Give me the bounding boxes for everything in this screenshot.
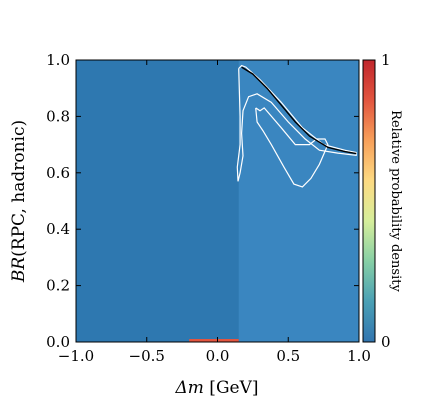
probability-region xyxy=(189,60,359,342)
x-axis-title: Δm [GeV] xyxy=(175,378,259,398)
hot-spot xyxy=(189,339,239,342)
x-tick-label: 0.0 xyxy=(206,347,230,365)
colorbar-max-label: 1 xyxy=(381,51,391,69)
y-tick-label: 0.2 xyxy=(46,277,70,295)
x-axis-ticks: −1.0 −0.5 0.0 0.5 1.0 xyxy=(58,60,371,365)
colorbar: 1 0 Relative probability density xyxy=(362,51,403,351)
colorbar-gradient xyxy=(362,59,376,343)
x-tick-label: 1.0 xyxy=(347,347,371,365)
contours xyxy=(236,64,357,188)
y-axis-ticks: 0.0 0.2 0.4 0.6 0.8 1.0 xyxy=(46,51,359,351)
region-fill xyxy=(238,60,359,342)
x-tick-label: −1.0 xyxy=(58,347,94,365)
x-axis-title-math: Δm xyxy=(175,378,204,398)
y-tick-label: 0.0 xyxy=(46,333,70,351)
x-tick-label: 0.5 xyxy=(276,347,300,365)
x-tick-label: −0.5 xyxy=(129,347,165,365)
y-axis-title-text: (RPC, hadronic) xyxy=(9,120,29,257)
contour-peak xyxy=(241,66,357,155)
contour-outer xyxy=(236,64,357,182)
y-tick-label: 0.8 xyxy=(46,107,70,125)
y-axis-title-math: BR xyxy=(9,257,29,283)
colorbar-min-label: 0 xyxy=(381,333,391,351)
x-axis-title-unit: [GeV] xyxy=(204,378,259,398)
y-tick-label: 0.6 xyxy=(46,164,70,182)
contour-inner xyxy=(255,107,329,188)
plot-area xyxy=(75,59,360,343)
colorbar-title: Relative probability density xyxy=(388,110,403,292)
y-tick-label: 0.4 xyxy=(46,220,70,238)
y-tick-label: 1.0 xyxy=(46,51,70,69)
y-axis-title: BR(RPC, hadronic) xyxy=(9,120,29,283)
